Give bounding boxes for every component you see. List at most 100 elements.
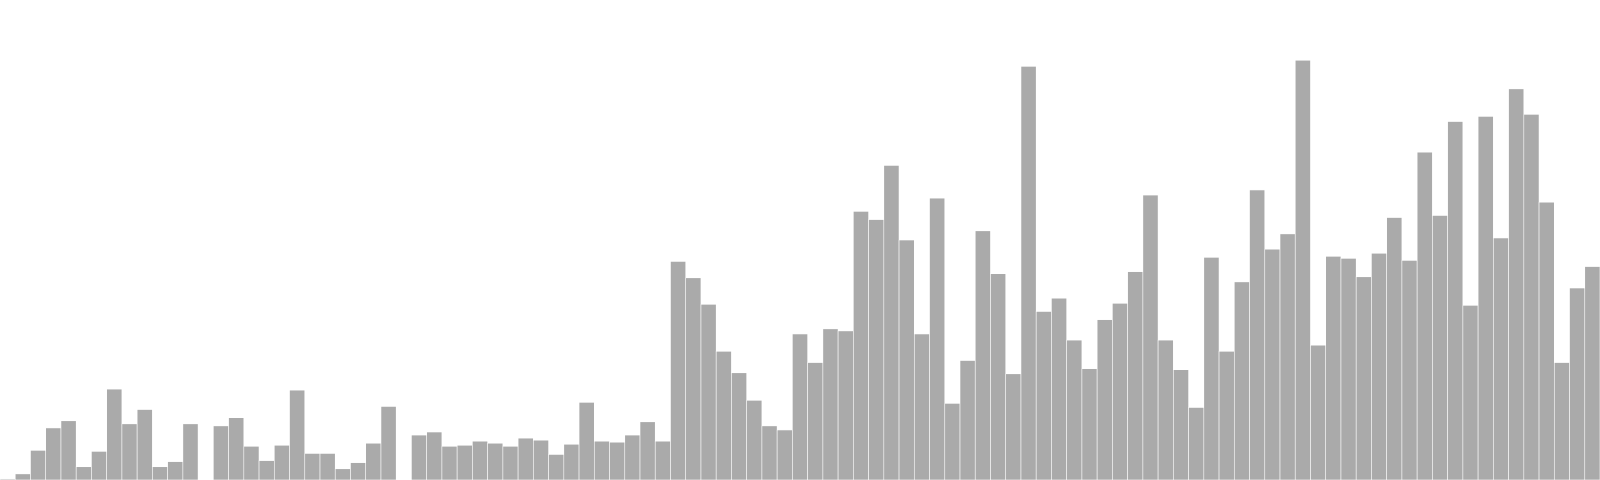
bar (243, 445, 260, 480)
bar (45, 427, 62, 480)
bar (1279, 233, 1296, 480)
bar (1325, 256, 1342, 480)
bar (14, 473, 31, 480)
bar (380, 406, 397, 480)
bar (517, 437, 534, 480)
bar (1310, 344, 1327, 480)
bar (1142, 194, 1159, 480)
bar (273, 444, 290, 480)
bar (1371, 252, 1387, 480)
bar (1447, 121, 1464, 480)
bar (472, 440, 488, 480)
bar (639, 421, 656, 480)
bar (715, 351, 732, 480)
bar (152, 466, 168, 480)
bar (578, 402, 595, 480)
bar (1569, 287, 1586, 480)
bar (213, 425, 229, 480)
bar (1157, 339, 1174, 480)
bar (1386, 217, 1403, 480)
bar (548, 454, 565, 480)
bar (776, 429, 793, 480)
bar (1249, 189, 1266, 480)
bar (30, 450, 47, 480)
bar (1127, 271, 1144, 480)
bar (1035, 311, 1052, 480)
bar (746, 400, 763, 480)
bar (822, 328, 839, 480)
bar (182, 423, 199, 480)
bar (913, 333, 930, 480)
bar (1355, 276, 1372, 480)
bar (1294, 59, 1311, 480)
bar (792, 333, 808, 480)
bar (1462, 305, 1479, 480)
bar (1493, 237, 1509, 480)
bar (959, 360, 976, 480)
bar (136, 409, 153, 480)
bar (289, 389, 306, 480)
bar (1553, 362, 1570, 480)
bar (1508, 88, 1525, 480)
bar (929, 197, 946, 480)
bar (1051, 297, 1067, 480)
bar (1538, 201, 1555, 480)
bar (1264, 248, 1281, 480)
bar (91, 451, 107, 480)
bar (304, 453, 321, 480)
bar (1401, 260, 1418, 480)
bar (990, 273, 1007, 480)
bar (609, 441, 626, 480)
bar (670, 261, 687, 480)
bar (1203, 257, 1220, 480)
bar (1173, 369, 1189, 480)
bar (700, 304, 717, 480)
bar (868, 219, 885, 480)
bar (685, 277, 702, 480)
bar (1188, 407, 1205, 480)
bar (1523, 114, 1540, 480)
bar (654, 440, 671, 480)
bar (837, 330, 854, 480)
bar (533, 439, 549, 480)
bar (60, 420, 77, 480)
bar (1477, 116, 1494, 480)
bar (1066, 339, 1083, 480)
bar (1005, 373, 1022, 480)
bar (167, 461, 184, 480)
bar (944, 403, 961, 480)
bar (502, 445, 519, 480)
bar (1584, 266, 1600, 480)
bar (456, 444, 473, 480)
bar (441, 445, 458, 480)
bar (1416, 151, 1433, 480)
bar (898, 239, 915, 480)
bar (106, 388, 123, 480)
bar (1233, 281, 1250, 480)
bar (411, 434, 427, 480)
bar (624, 434, 641, 480)
bar (334, 468, 351, 480)
bar (761, 425, 778, 480)
bar (1112, 303, 1128, 480)
bar (426, 431, 443, 480)
bar (1081, 368, 1098, 480)
bar (1432, 215, 1448, 480)
bar (350, 462, 367, 480)
bar (593, 440, 610, 480)
bar (1218, 351, 1235, 480)
bar (75, 466, 92, 480)
bar (731, 372, 747, 480)
bar (807, 362, 824, 480)
bar (365, 442, 382, 480)
bar (883, 165, 900, 480)
bar (319, 453, 336, 480)
bar (974, 230, 991, 480)
bar (121, 423, 138, 480)
bar (258, 460, 275, 480)
bar (1020, 66, 1037, 480)
bar (1340, 258, 1357, 480)
bar (563, 443, 580, 480)
